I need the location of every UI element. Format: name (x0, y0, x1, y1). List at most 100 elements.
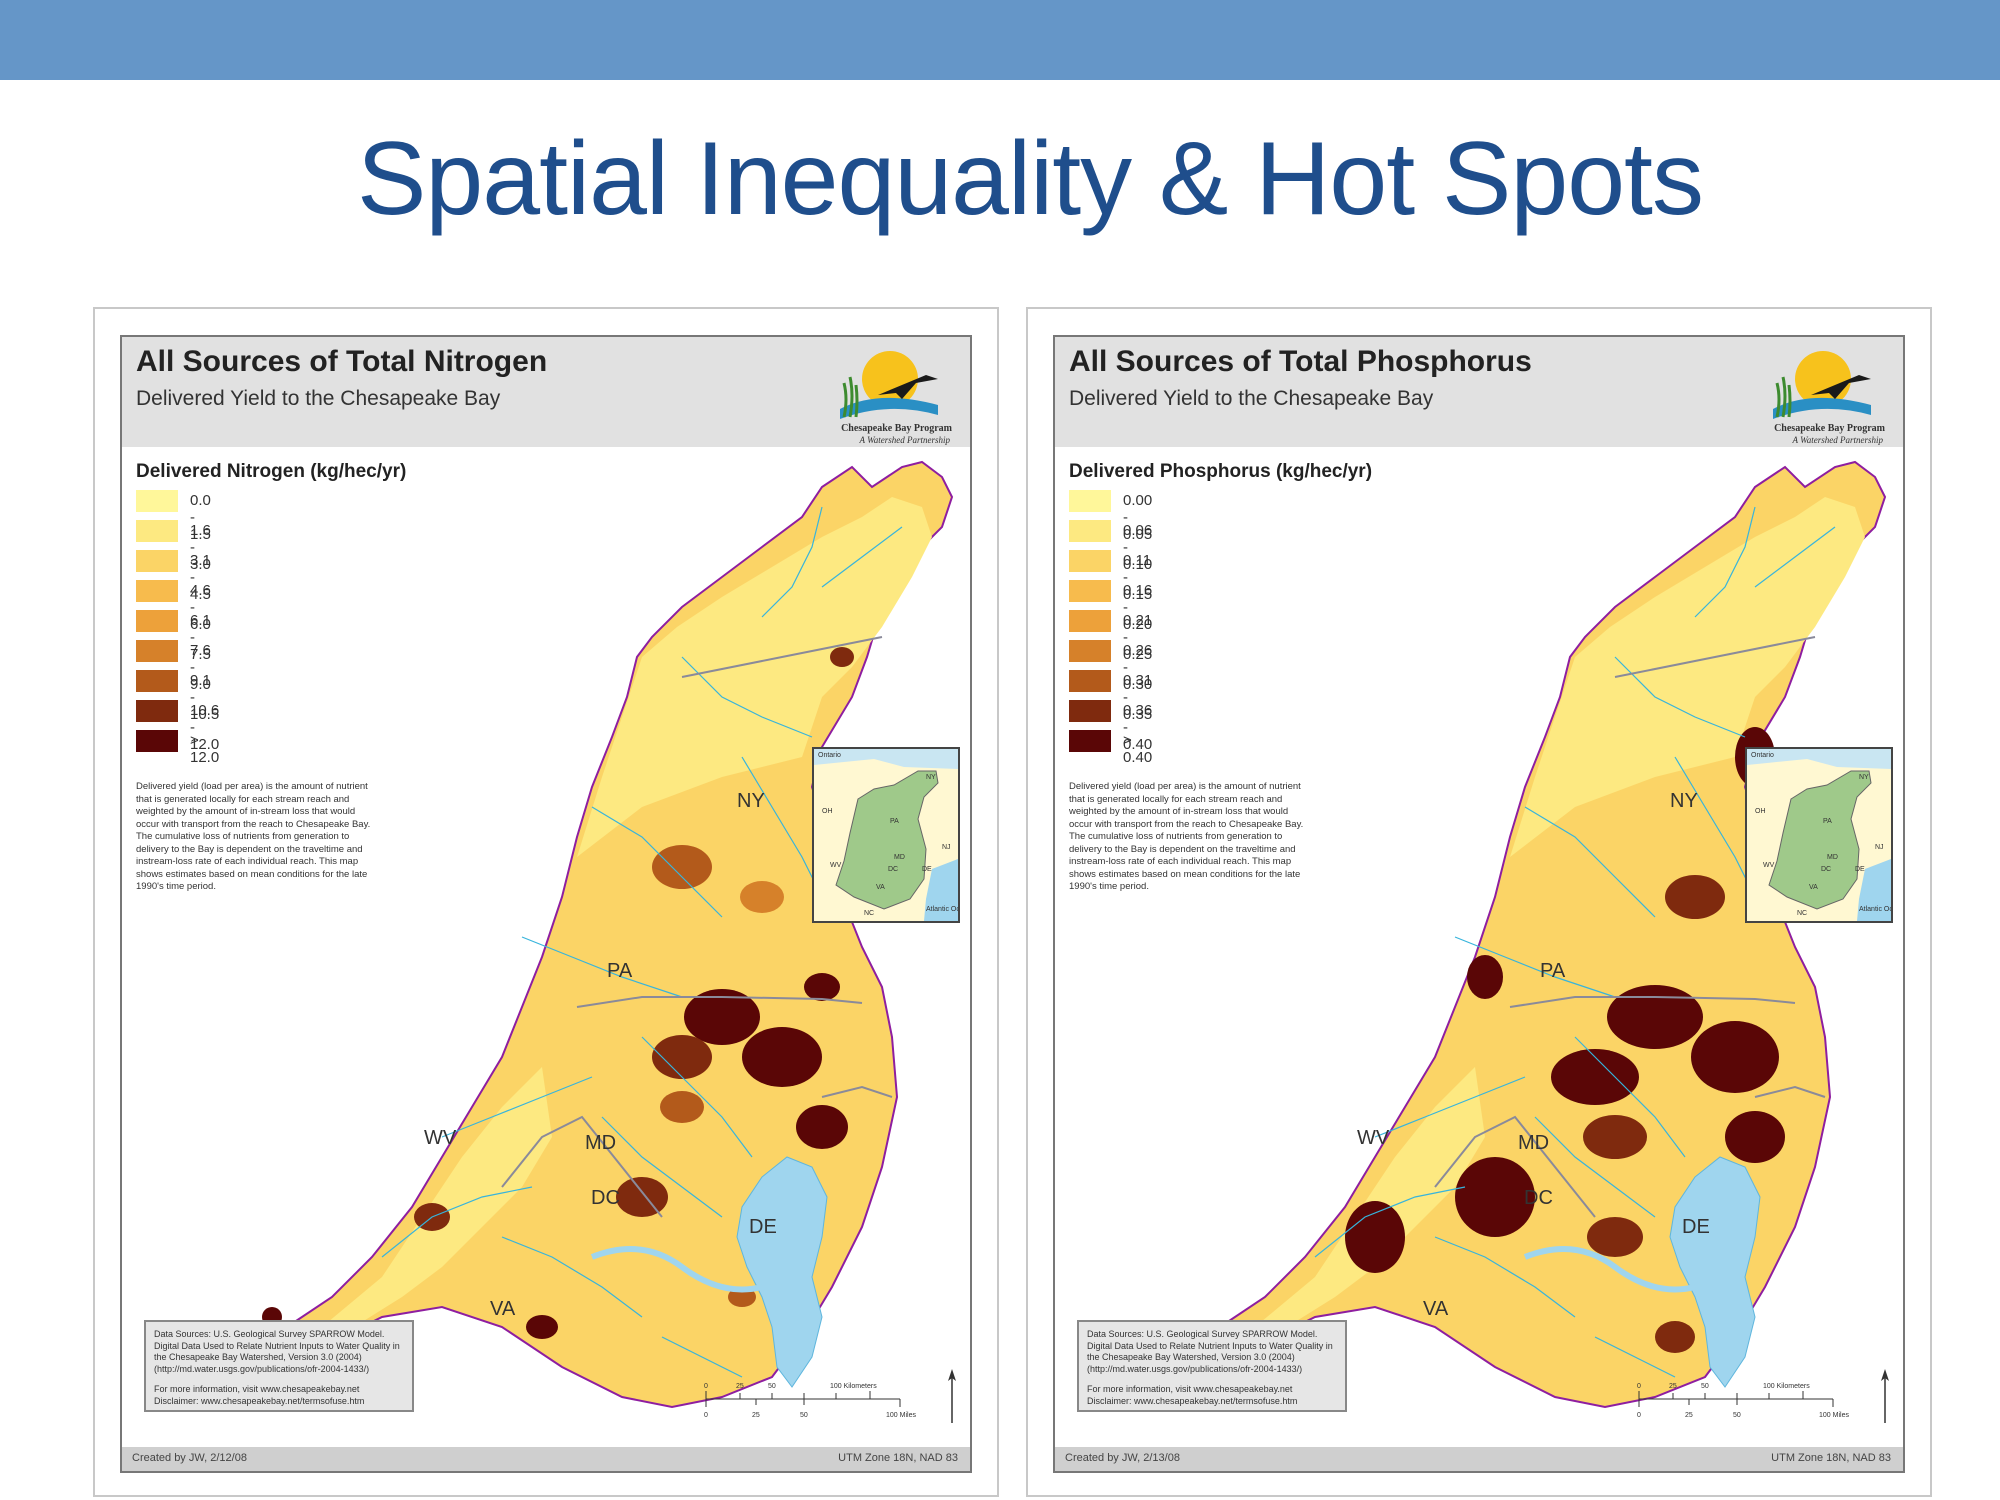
logo-tagline: A Watershed Partnership (1792, 435, 1883, 445)
river-line (1574, 1036, 1686, 1158)
river-network-group (381, 506, 903, 1378)
state-label: VA (490, 1298, 516, 1320)
legend-swatch (1069, 490, 1111, 512)
river-line (591, 806, 723, 918)
inset-label: DC (1821, 866, 1831, 873)
legend-label: > 0.40 (1123, 732, 1153, 766)
hotspot-area (1467, 955, 1503, 999)
legend-label: 6.1 - 7.5 (190, 612, 211, 663)
legend-label: > 12.0 (190, 732, 220, 766)
legend-swatch (136, 670, 178, 692)
state-label: PA (1540, 960, 1566, 982)
inset-label: DE (922, 866, 932, 873)
river-line (641, 1036, 753, 1158)
state-boundaries (501, 636, 893, 1218)
scale-km-label: 0 (1637, 1383, 1641, 1390)
river-line (821, 526, 903, 588)
scale-mi-label: 25 (752, 1412, 760, 1419)
west-basin-light (1255, 1067, 1485, 1327)
legend-swatch (1069, 640, 1111, 662)
inset-label: Atlantic Ocean (1859, 906, 1891, 913)
inset-label: NC (864, 910, 874, 917)
north-arrow-icon (1881, 1369, 1889, 1423)
map-description: Delivered yield (load per area) is the a… (136, 781, 371, 892)
legend-label: 0.26 - 0.30 (1123, 642, 1153, 693)
hotspot-area (1583, 1115, 1647, 1159)
legend-label: 0.16 - 0.20 (1123, 582, 1153, 633)
upper-basin-light (577, 497, 932, 857)
map-title: All Sources of Total Nitrogen (136, 345, 548, 378)
scale-bar: 0 25 50 100 Kilometers 0 25 50 100 Miles (1637, 1383, 1849, 1419)
map-description: Delivered yield (load per area) is the a… (1069, 781, 1304, 892)
nitrogen-map-panel: All Sources of Total Nitrogen Delivered … (93, 307, 999, 1497)
river-line (441, 1076, 593, 1138)
hotspot-area (740, 881, 784, 913)
data-sources-box: Data Sources: U.S. Geological Survey SPA… (144, 1320, 414, 1412)
potomac-river (590, 1246, 763, 1293)
state-label: WV (424, 1127, 457, 1149)
hotspot-area (684, 989, 760, 1045)
north-arrow-icon (948, 1369, 956, 1423)
state-label: DE (1682, 1216, 1710, 1238)
legend-swatch (1069, 580, 1111, 602)
scale-mi-label: 0 (704, 1412, 708, 1419)
scale-mi-label: 0 (1637, 1412, 1641, 1419)
watershed-polygon-group (1202, 460, 1887, 1409)
scale-mi-label: 100 Miles (886, 1412, 916, 1419)
watershed-polygon-group (269, 460, 954, 1409)
created-by: Created by JW, 2/12/08 (132, 1452, 247, 1464)
upper-basin-light (1510, 497, 1865, 857)
state-label: DC (1524, 1187, 1553, 1209)
inset-label: DE (1855, 866, 1865, 873)
hotspot-area (1655, 1321, 1695, 1353)
potomac-river (1523, 1246, 1696, 1293)
hotspot-area (830, 647, 854, 667)
scale-labels: 0 25 50 100 Kilometers 0 25 50 100 Miles (704, 1383, 916, 1419)
river-network-group (1314, 506, 1836, 1378)
state-label: DE (749, 1216, 777, 1238)
scale-km-label: 50 (1701, 1383, 1709, 1390)
chesapeake-bay-water (736, 1156, 828, 1388)
legend-swatch (136, 640, 178, 662)
inset-label: OH (822, 808, 833, 815)
state-label: PA (607, 960, 633, 982)
legend-label: 1.6 - 3.0 (190, 522, 211, 573)
river-line (1594, 1336, 1676, 1378)
legend-title: Delivered Phosphorus (kg/hec/yr) (1069, 461, 1373, 482)
hotspot-area (1455, 1157, 1535, 1237)
river-line (681, 656, 813, 738)
scale-mi-label: 25 (1685, 1412, 1693, 1419)
river-line (381, 1186, 533, 1258)
scale-km-label: 100 Kilometers (1763, 1383, 1810, 1390)
slide-title: Spatial Inequality & Hot Spots (357, 121, 1704, 237)
inset-label: NY (926, 774, 936, 781)
inset-label: NJ (942, 844, 951, 851)
hotspot-area (652, 845, 712, 889)
state-boundaries (1434, 636, 1826, 1218)
locator-inset-drawing: Ontario NY PA OH NJ MD DC WV DE VA NC Atlantic Ocea… (1747, 749, 1905, 921)
inset-label: VA (876, 884, 885, 891)
chesapeake-bay-program-logo-icon (840, 351, 938, 419)
legend-label: 0.31 - 0.35 (1123, 672, 1153, 723)
state-label: NY (737, 790, 765, 812)
map-footer: Created by JW, 2/13/08 UTM Zone 18N, NAD… (1055, 1447, 1903, 1471)
hotspot-area (796, 1105, 848, 1149)
state-labels: NY PA MD WV DC DE VA (424, 790, 777, 1320)
river-line (1534, 1116, 1656, 1218)
locator-inset-map: Ontario NY PA OH NJ MD DC WV DE VA NC Atlantic Ocea… (1745, 747, 1905, 923)
legend-swatch (1069, 730, 1111, 752)
logo-tagline: A Watershed Partnership (859, 435, 950, 445)
inset-label: Ontario (818, 752, 841, 759)
inset-label: OH (1755, 808, 1766, 815)
created-by: Created by JW, 2/13/08 (1065, 1452, 1180, 1464)
legend-swatch (136, 520, 178, 542)
legend-label: 10.6 - 12.0 (190, 702, 220, 753)
inset-label: WV (1763, 862, 1775, 869)
legend-swatch (136, 580, 178, 602)
river-line (501, 1236, 643, 1318)
logo-name: Chesapeake Bay Program (1774, 423, 1885, 434)
legend-swatch (136, 550, 178, 572)
legend-label: 0.06 - 0.10 (1123, 522, 1153, 573)
legend-swatch (1069, 610, 1111, 632)
hotspot-area (1587, 1217, 1643, 1257)
